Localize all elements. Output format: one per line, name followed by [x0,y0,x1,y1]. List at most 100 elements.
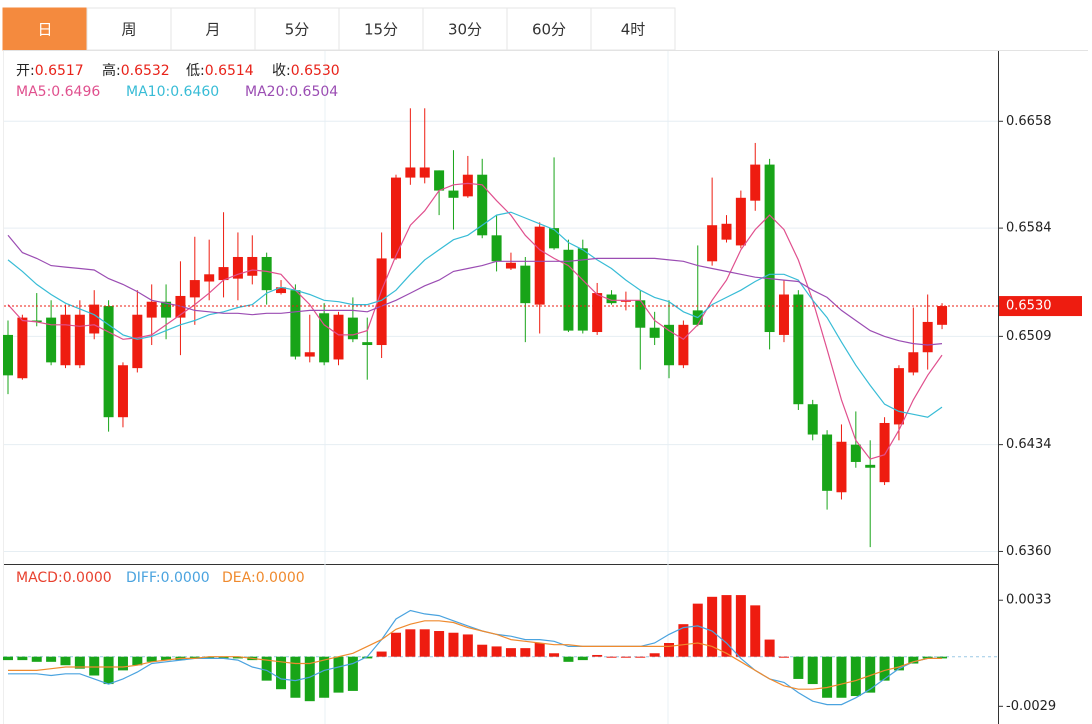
macd-bar [822,656,833,698]
candle-body [319,313,330,363]
macd-bar [218,656,229,659]
macd-bar [491,646,502,657]
candle-body [664,324,675,366]
tab-label[interactable]: 15分 [364,21,398,39]
macd-bar [606,656,617,658]
candle-body [606,294,617,304]
tab[interactable] [170,7,256,51]
candle-body [908,352,919,373]
readout-value: 0.6517 [35,63,84,79]
candle-body [74,314,85,366]
candle-body [735,197,746,246]
candle-body [204,274,215,282]
tab[interactable] [422,7,508,51]
tab[interactable] [590,7,676,51]
candle-body [347,317,358,340]
macd-bar [419,629,430,657]
candle-body [563,249,574,331]
candle-body [117,365,128,418]
candle-body [534,226,545,305]
macd-bar [865,656,876,693]
macd-bar [434,631,445,657]
macd-bar [534,643,545,657]
tab[interactable] [86,7,172,51]
candle-body [333,314,344,360]
macd-bar [189,656,200,659]
readout-value: 0.0000 [161,570,210,586]
readout-label: MA5: [16,84,51,100]
candle-body [592,293,603,333]
macd-bar [707,596,718,657]
macd-bar [563,656,574,662]
candle-body [937,306,948,325]
readout-value: 0.6532 [121,63,170,79]
y-tick-label: 0.6360 [1006,544,1052,559]
readout-label: DEA: [222,570,256,586]
macd-bar [462,634,473,657]
macd-bar [577,656,588,661]
candle-body [520,265,531,304]
readout-label: 收: [272,63,291,79]
macd-bar [261,656,272,681]
tab-label[interactable]: 4时 [621,21,646,39]
macd-bar [376,651,387,657]
candle-body [362,342,373,346]
tab-label[interactable]: 月 [205,21,220,39]
candle-body [822,434,833,491]
candle-body [649,327,660,338]
candle-body [850,444,861,462]
tab-label[interactable]: 周 [121,21,136,39]
candle-body [3,334,13,376]
candle-body [17,317,28,379]
macd-bar [448,632,459,657]
macd-bar [347,656,358,691]
candle-body [807,404,818,435]
macd-bar [692,603,703,657]
readout: 收:0.6530 [272,63,340,79]
candle-body [419,167,430,178]
candle-body [232,256,243,279]
macd-bar [333,656,344,693]
readout: MACD:0.0000 [16,570,112,586]
macd-line [8,609,942,706]
candle-body [922,321,933,353]
tab-label[interactable]: 30分 [448,21,482,39]
candle-body [46,317,57,363]
tab-label[interactable]: 60分 [532,21,566,39]
candle-body [60,314,71,366]
readout: MA20:0.6504 [245,84,338,100]
macd-bar [807,656,818,685]
candle-body [189,280,200,298]
macd-bar [362,656,373,659]
macd-bar [204,656,215,659]
candle-body [218,267,229,281]
macd-bar [60,656,71,666]
ma-line [7,182,943,460]
y-tick-label: 0.6509 [1006,329,1052,344]
macd-bar [117,656,128,671]
tab-label[interactable]: 日 [37,21,52,39]
candle-body [549,228,560,249]
last-price-label: 0.6530 [1006,299,1052,314]
macd-bar [3,656,13,661]
candle-body [290,290,301,357]
macd-bar [46,656,57,662]
macd-bar [721,595,732,657]
candle-body [276,287,287,294]
macd-bar [778,656,789,658]
macd-bar [319,656,330,698]
readout-value: 0.6530 [291,63,340,79]
candle-body [462,174,473,197]
candle-body [836,441,847,493]
macd-bar [592,654,603,657]
ma-line [7,211,943,418]
tab-label[interactable]: 5分 [285,21,310,39]
macd-bar [664,643,675,657]
tab-active[interactable] [2,7,88,51]
readout: 开:0.6517 [16,63,84,79]
candle-body [893,368,904,425]
macd-bar [836,656,847,698]
macd-bar [649,653,660,657]
